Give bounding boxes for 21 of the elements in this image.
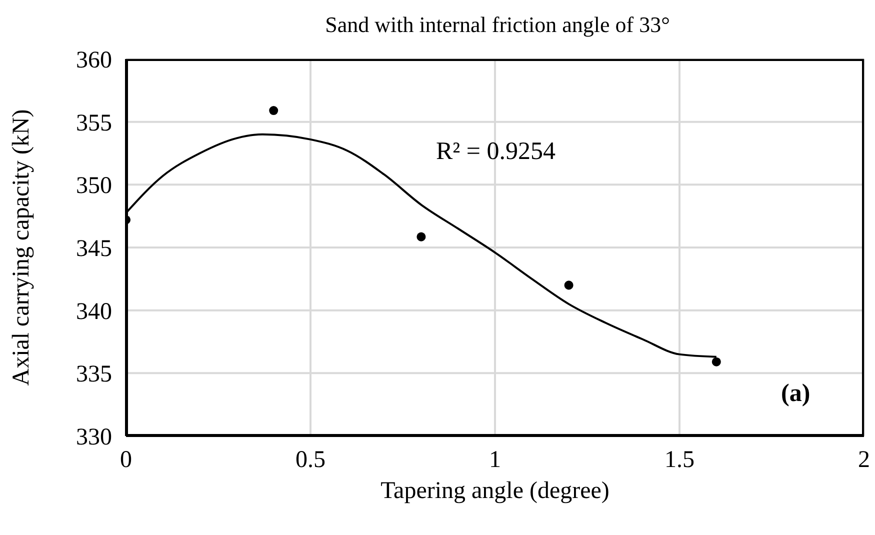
y-tick-label: 355 bbox=[76, 110, 112, 136]
y-tick-label: 335 bbox=[76, 362, 112, 388]
x-tick-label: 1 bbox=[489, 447, 501, 474]
chart-title: Sand with internal friction angle of 33° bbox=[324, 12, 671, 38]
x-tick-label: 2 bbox=[858, 447, 870, 474]
annotation: R² = 0.9254 bbox=[436, 138, 556, 166]
y-tick-label: 330 bbox=[76, 424, 112, 451]
y-axis-title: Axial carrying capacity (kN) bbox=[8, 109, 35, 386]
y-tick-label: 345 bbox=[76, 236, 112, 262]
x-tick-label: 0 bbox=[120, 447, 132, 474]
y-tick-label: 340 bbox=[76, 298, 112, 325]
annotation: (a) bbox=[781, 380, 810, 408]
y-tick-label: 360 bbox=[76, 48, 112, 74]
x-axis-title: Tapering angle (degree) bbox=[380, 478, 610, 504]
point bbox=[416, 232, 426, 242]
point bbox=[564, 280, 574, 290]
point bbox=[712, 357, 721, 366]
x-tick-label: 0.5 bbox=[296, 447, 326, 474]
y-tick-label: 350 bbox=[76, 173, 112, 200]
point bbox=[269, 106, 278, 116]
x-tick-label: 1.5 bbox=[664, 447, 694, 474]
